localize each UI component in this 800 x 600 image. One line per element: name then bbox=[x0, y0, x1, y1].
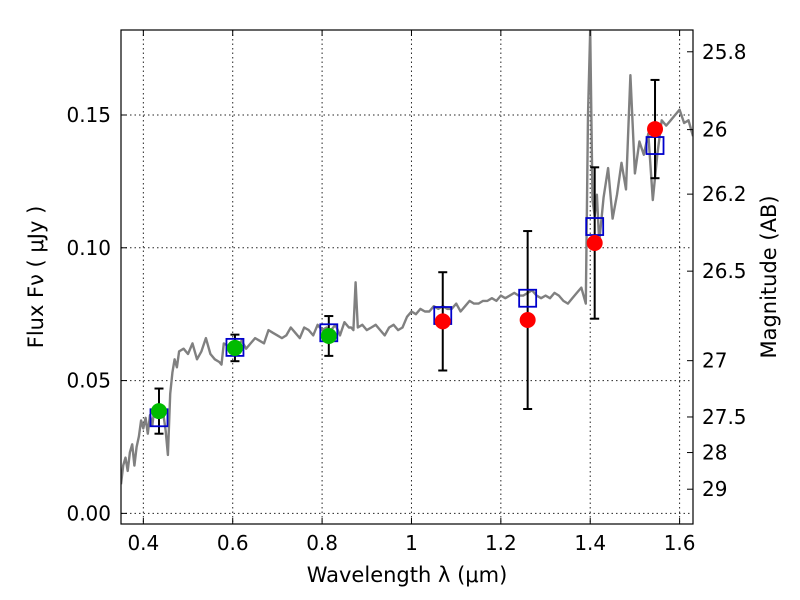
y-tick-label: 0.10 bbox=[66, 236, 111, 260]
y2-tick-label: 27.5 bbox=[702, 405, 747, 429]
detection-markers bbox=[150, 327, 337, 420]
measurement-point bbox=[434, 313, 451, 330]
x-tick-label: 1.6 bbox=[664, 531, 696, 555]
y-tick-label: 0.00 bbox=[66, 501, 111, 525]
plot-frame bbox=[120, 29, 694, 525]
detection-point bbox=[320, 327, 337, 344]
y2-tick-label: 26.5 bbox=[702, 259, 747, 283]
y2-axis-label: Magnitude (AB) bbox=[757, 195, 781, 358]
x-tick-label: 0.8 bbox=[306, 531, 338, 555]
y-tick-label: 0.05 bbox=[66, 369, 111, 393]
measurement-point bbox=[519, 312, 536, 329]
y-tick-label: 0.15 bbox=[66, 103, 111, 127]
model-photometry-square bbox=[518, 288, 538, 308]
y2-tick-label: 29 bbox=[702, 477, 727, 501]
x-tick-marks: 0.4 0.6 0.8 1 1.2 1.4 1.6 bbox=[127, 30, 696, 555]
x-tick-label: 0.6 bbox=[217, 531, 249, 555]
y2-tick-label: 27 bbox=[702, 349, 727, 373]
measurement-point bbox=[586, 235, 603, 252]
x-axis-label: Wavelength λ (μm) bbox=[307, 563, 508, 587]
y2-tick-label: 25.8 bbox=[702, 40, 747, 64]
measurement-point bbox=[647, 121, 664, 138]
spectrum-line bbox=[121, 30, 693, 485]
detection-point bbox=[226, 339, 243, 356]
x-tick-label: 1 bbox=[405, 531, 418, 555]
x-tick-label: 0.4 bbox=[127, 531, 159, 555]
x-tick-label: 1.4 bbox=[574, 531, 606, 555]
grid bbox=[121, 30, 693, 524]
y2-tick-label: 26 bbox=[702, 118, 727, 142]
y2-tick-marks: 25.8 26 26.2 26.5 27 27.5 28 29 bbox=[687, 40, 747, 501]
y2-tick-label: 28 bbox=[702, 441, 727, 465]
y-tick-marks: 0.00 0.05 0.10 0.15 bbox=[66, 103, 127, 525]
measurement-markers bbox=[434, 121, 664, 330]
y2-tick-label: 26.2 bbox=[702, 182, 747, 206]
model-spectrum bbox=[121, 30, 693, 485]
detection-point bbox=[150, 403, 167, 420]
y-axis-label: Flux Fν ( μJy ) bbox=[24, 206, 48, 349]
x-tick-label: 1.2 bbox=[485, 531, 517, 555]
